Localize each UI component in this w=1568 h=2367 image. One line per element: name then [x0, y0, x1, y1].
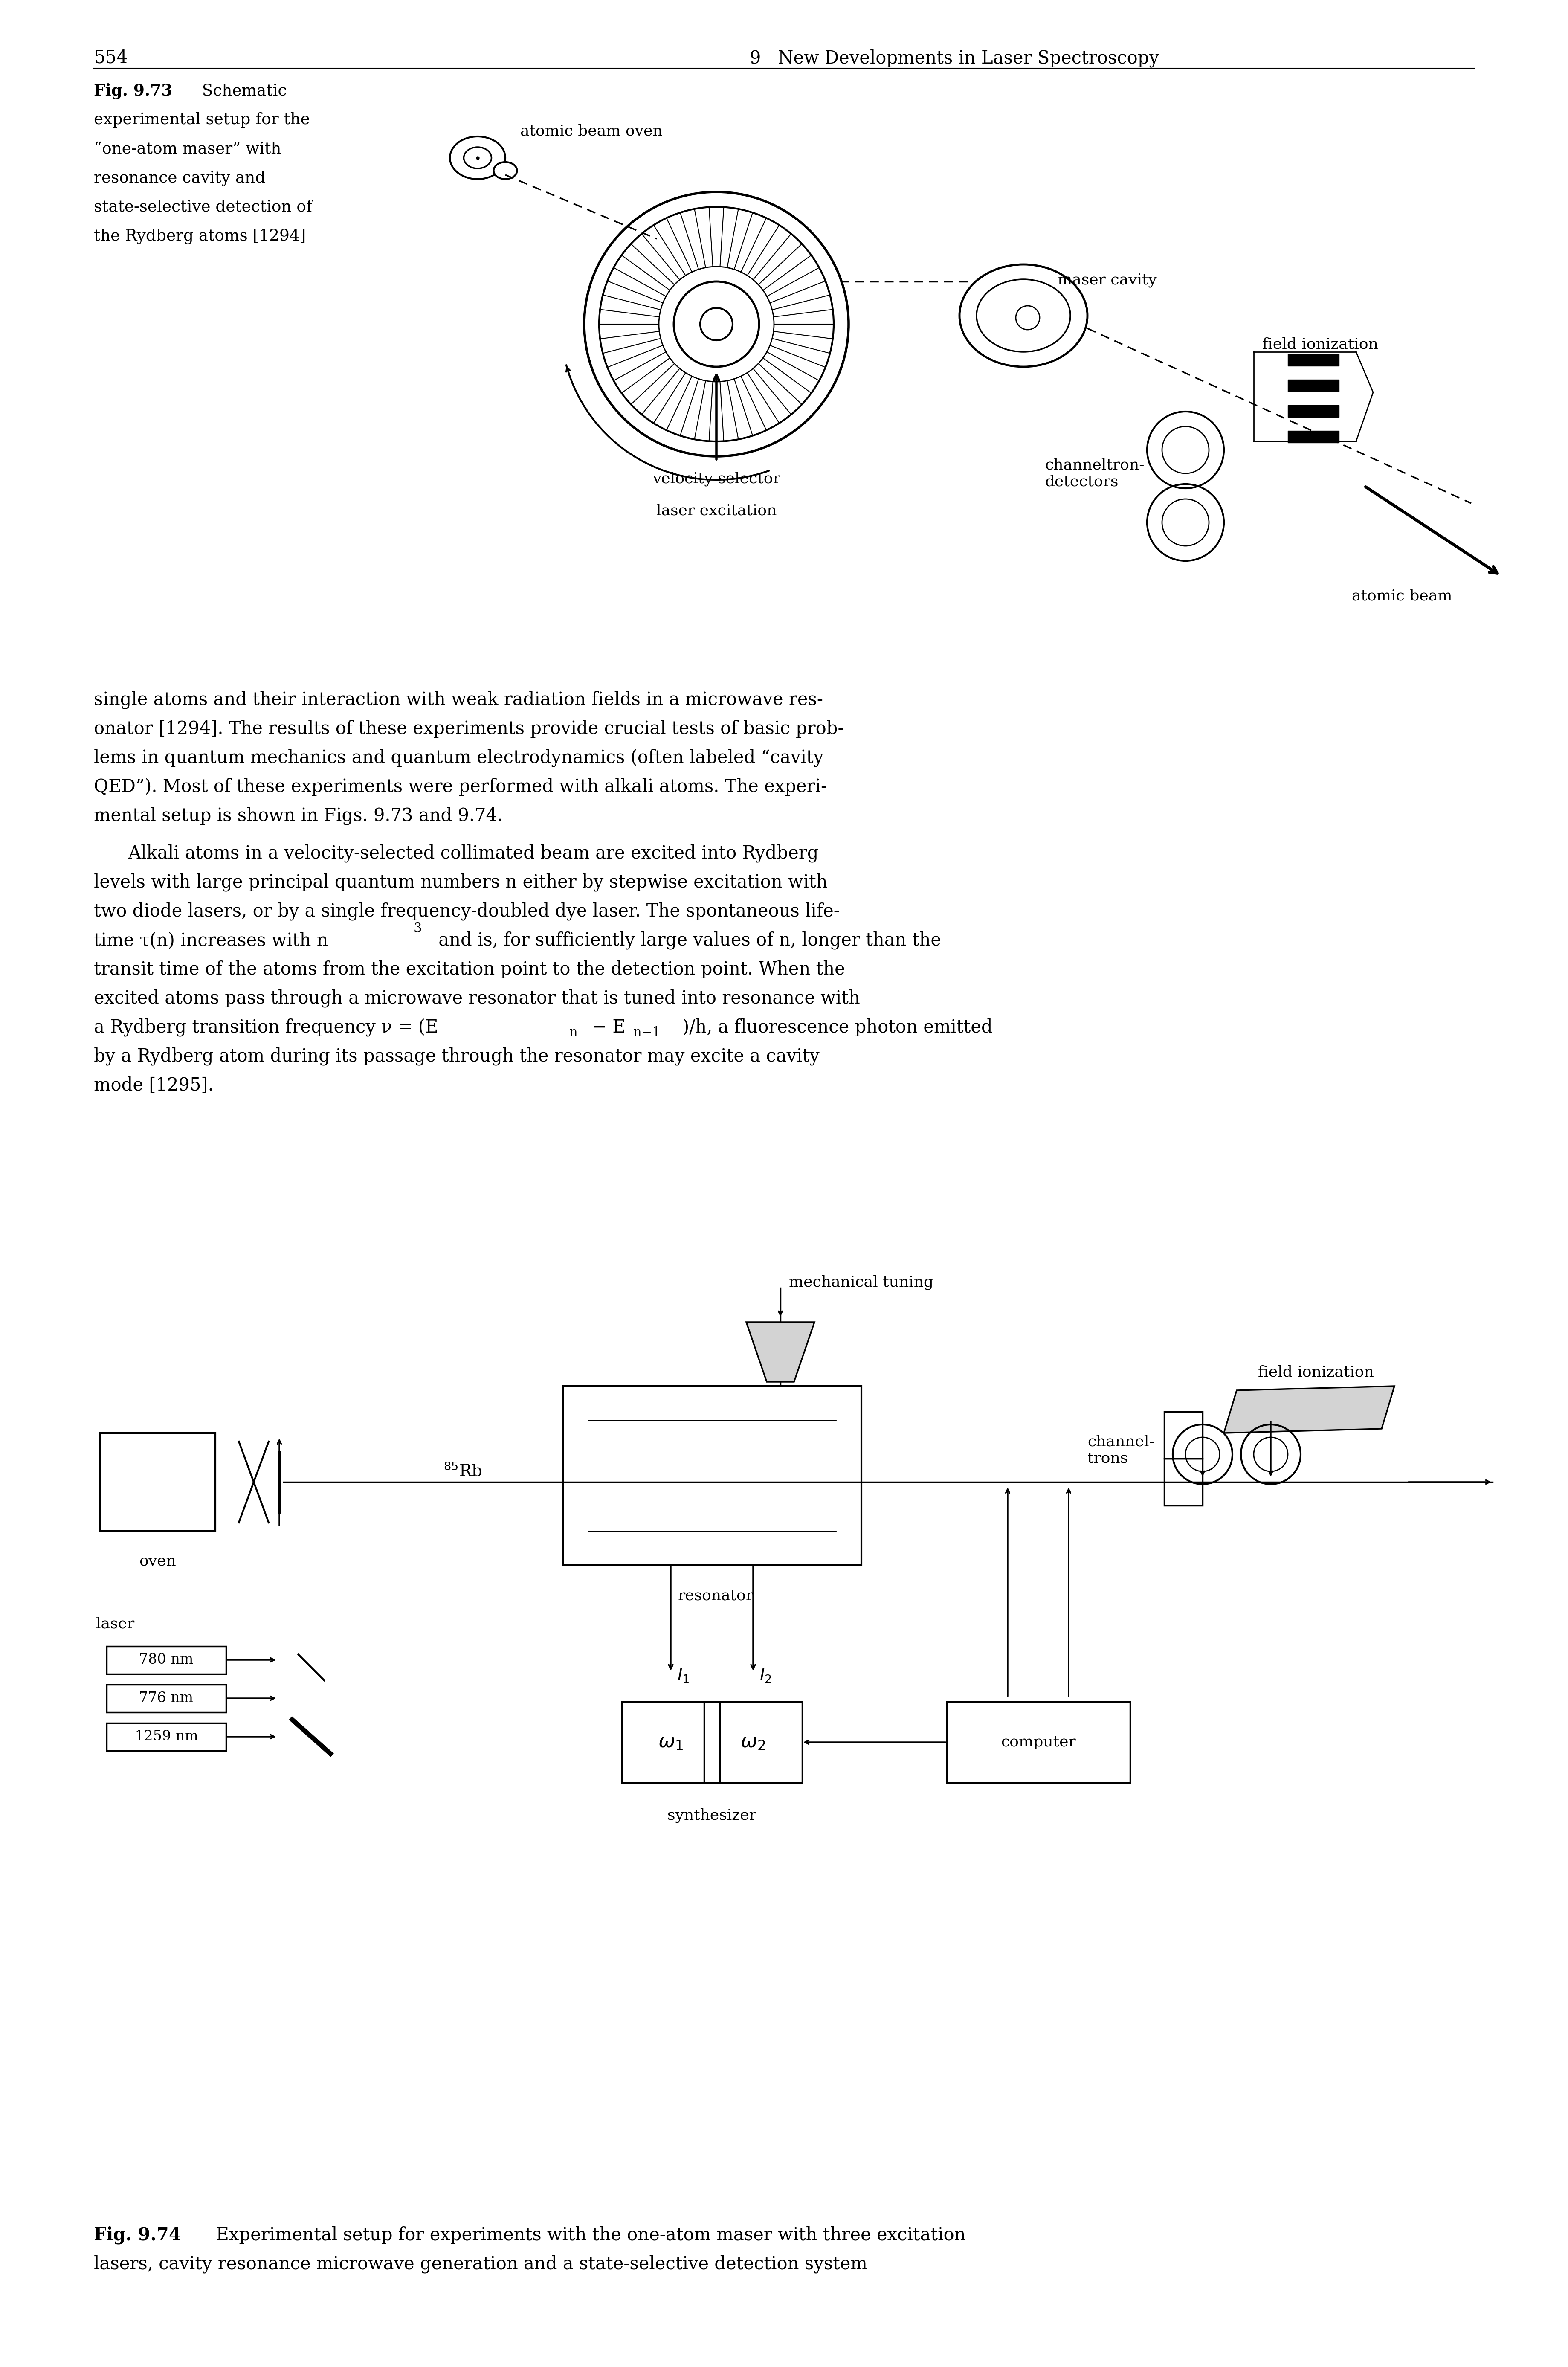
Bar	[1163, 1411, 1203, 1458]
Text: levels with large principal quantum numbers n either by stepwise excitation with: levels with large principal quantum numb…	[94, 873, 828, 892]
Text: excited atoms pass through a microwave resonator that is tuned into resonance wi: excited atoms pass through a microwave r…	[94, 989, 859, 1008]
Text: Alkali atoms in a velocity-selected collimated beam are excited into Rydberg: Alkali atoms in a velocity-selected coll…	[129, 845, 818, 862]
Bar	[100, 1432, 215, 1531]
Text: mental setup is shown in Figs. 9.73 and 9.74.: mental setup is shown in Figs. 9.73 and …	[94, 807, 503, 826]
Text: resonance cavity and: resonance cavity and	[94, 170, 265, 185]
Bar	[1287, 431, 1339, 443]
Text: $\omega_2$: $\omega_2$	[740, 1733, 765, 1752]
Text: )/h, a fluorescence photon emitted: )/h, a fluorescence photon emitted	[682, 1018, 993, 1037]
Text: single atoms and their interaction with weak radiation fields in a microwave res: single atoms and their interaction with …	[94, 691, 823, 710]
Text: Fig. 9.73: Fig. 9.73	[94, 83, 172, 99]
Bar	[1287, 405, 1339, 417]
Bar	[704, 1702, 803, 1782]
Text: $^{85}$Rb: $^{85}$Rb	[444, 1463, 481, 1479]
Text: 3: 3	[414, 923, 422, 935]
Ellipse shape	[977, 279, 1071, 353]
Text: Schematic: Schematic	[191, 83, 287, 99]
Text: onator [1294]. The results of these experiments provide crucial tests of basic p: onator [1294]. The results of these expe…	[94, 720, 844, 739]
Bar	[622, 1702, 720, 1782]
Text: oven: oven	[140, 1555, 176, 1569]
Ellipse shape	[960, 265, 1088, 367]
Bar	[107, 1645, 226, 1673]
Ellipse shape	[494, 161, 517, 180]
Text: computer: computer	[1000, 1735, 1076, 1749]
Text: transit time of the atoms from the excitation point to the detection point. When: transit time of the atoms from the excit…	[94, 961, 845, 978]
Bar	[947, 1702, 1131, 1782]
Text: channel-
trons: channel- trons	[1088, 1434, 1154, 1465]
Text: a Rydberg transition frequency ν = (E: a Rydberg transition frequency ν = (E	[94, 1018, 437, 1037]
Text: maser cavity: maser cavity	[1057, 272, 1157, 286]
Text: 780 nm: 780 nm	[140, 1652, 193, 1666]
Polygon shape	[746, 1323, 814, 1382]
Bar	[563, 1387, 861, 1565]
Polygon shape	[1225, 1387, 1394, 1432]
Text: Fig. 9.74: Fig. 9.74	[94, 2227, 182, 2244]
Text: 776 nm: 776 nm	[140, 1692, 193, 1704]
Text: atomic beam oven: atomic beam oven	[521, 123, 663, 137]
Text: time τ(n) increases with n: time τ(n) increases with n	[94, 933, 328, 949]
Bar	[107, 1723, 226, 1752]
Text: mechanical tuning: mechanical tuning	[789, 1276, 933, 1290]
Text: atomic beam: atomic beam	[1352, 589, 1452, 604]
Text: QED”). Most of these experiments were performed with alkali atoms. The experi-: QED”). Most of these experiments were pe…	[94, 779, 826, 795]
Text: “one-atom maser” with: “one-atom maser” with	[94, 142, 281, 156]
Bar	[1287, 355, 1339, 367]
Text: resonator: resonator	[677, 1588, 754, 1602]
Text: 554: 554	[94, 50, 127, 66]
Text: by a Rydberg atom during its passage through the resonator may excite a cavity: by a Rydberg atom during its passage thr…	[94, 1049, 820, 1065]
Text: $I_2$: $I_2$	[759, 1669, 771, 1685]
Text: velocity selector: velocity selector	[652, 471, 781, 485]
Text: − E: − E	[586, 1018, 626, 1037]
Text: and is, for sufficiently large values of n, longer than the: and is, for sufficiently large values of…	[433, 933, 941, 949]
Bar	[1287, 379, 1339, 391]
Text: experimental setup for the: experimental setup for the	[94, 111, 310, 128]
Text: mode [1295].: mode [1295].	[94, 1077, 213, 1094]
Text: two diode lasers, or by a single frequency-doubled dye laser. The spontaneous li: two diode lasers, or by a single frequen…	[94, 902, 839, 921]
Text: synthesizer: synthesizer	[666, 1808, 756, 1823]
Text: lems in quantum mechanics and quantum electrodynamics (often labeled “cavity: lems in quantum mechanics and quantum el…	[94, 748, 823, 767]
Text: the Rydberg atoms [1294]: the Rydberg atoms [1294]	[94, 227, 306, 244]
Text: field ionization: field ionization	[1258, 1366, 1374, 1380]
Text: $I_1$: $I_1$	[677, 1669, 690, 1685]
Bar	[107, 1685, 226, 1711]
Text: lasers, cavity resonance microwave generation and a state-selective detection sy: lasers, cavity resonance microwave gener…	[94, 2256, 867, 2272]
Text: channeltron-
detectors: channeltron- detectors	[1044, 457, 1145, 490]
Text: n: n	[569, 1027, 577, 1039]
Text: $\omega_1$: $\omega_1$	[659, 1733, 684, 1752]
Text: laser excitation: laser excitation	[655, 504, 776, 518]
Text: 9   New Developments in Laser Spectroscopy: 9 New Developments in Laser Spectroscopy	[750, 50, 1159, 66]
Text: state-selective detection of: state-selective detection of	[94, 199, 312, 215]
Bar	[1163, 1458, 1203, 1505]
Text: Experimental setup for experiments with the one-atom maser with three excitation: Experimental setup for experiments with …	[205, 2227, 966, 2244]
Text: laser: laser	[96, 1617, 135, 1631]
Text: 1259 nm: 1259 nm	[135, 1730, 198, 1744]
Text: field ionization: field ionization	[1262, 336, 1378, 350]
Text: n−1: n−1	[633, 1027, 660, 1039]
